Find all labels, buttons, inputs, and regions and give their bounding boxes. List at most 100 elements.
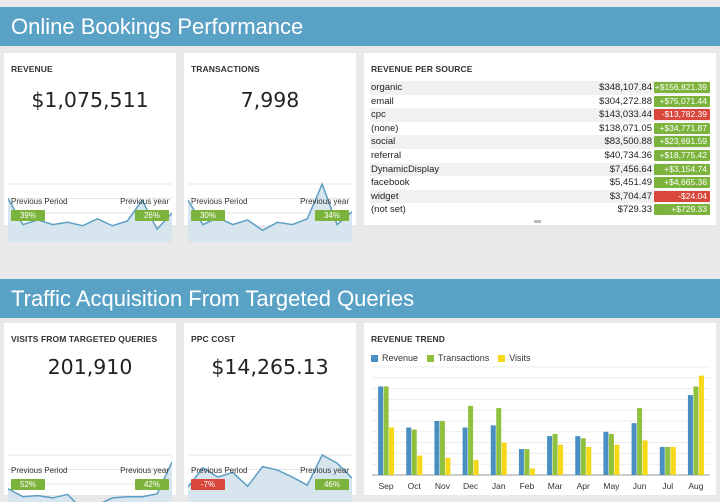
previous-period-label: Previous Period <box>11 466 68 475</box>
bar-revenue <box>659 446 665 475</box>
legend-swatch <box>371 354 378 362</box>
bar-revenue <box>378 386 384 475</box>
legend-label: Transactions <box>438 353 490 363</box>
bar-visits <box>501 442 507 475</box>
x-tick-label: Nov <box>435 481 451 491</box>
revenue-trend-card: REVENUE TREND Revenue Transactions Visit… <box>364 323 716 495</box>
previous-period-label: Previous Period <box>191 197 248 206</box>
table-row: email $304,272.88 +$75,071.44 <box>370 95 710 109</box>
bar-revenue <box>687 395 693 475</box>
chart-legend: Revenue Transactions Visits <box>371 353 531 363</box>
source-revenue: $83,500.88 <box>604 136 652 148</box>
ppc-cost-card: PPC COST $14,265.13 Previous Period Prev… <box>184 323 356 502</box>
x-tick-label: Apr <box>577 481 590 491</box>
previous-period-badge: 39% <box>11 210 45 221</box>
source-delta-badge: -$24.04 <box>654 190 710 202</box>
section-header-bookings: Online Bookings Performance <box>0 7 720 46</box>
legend-swatch <box>498 354 506 362</box>
source-delta-badge: +$18,775.42 <box>654 150 710 161</box>
legend-swatch <box>427 354 435 362</box>
source-revenue: $3,704.47 <box>609 190 652 202</box>
source-name: referral <box>371 150 402 161</box>
bar-revenue <box>462 427 468 475</box>
legend-item-visits[interactable]: Visits <box>498 353 531 363</box>
source-revenue: $40,734.36 <box>604 150 652 161</box>
source-name: facebook <box>371 177 410 189</box>
sparkline-area <box>8 461 172 502</box>
sparkline-area <box>188 455 352 502</box>
table-row: (not set) $729.33 +$729.33 <box>370 203 710 217</box>
source-delta-badge: +$75,071.44 <box>654 95 710 107</box>
transactions-card: TRANSACTIONS 7,998 Previous Period Previ… <box>184 53 356 243</box>
card-title: REVENUE <box>11 64 53 74</box>
revenue-card: REVENUE $1,075,511 Previous Period Previ… <box>4 53 176 243</box>
source-delta-badge: +$729.33 <box>654 204 710 216</box>
bar-revenue <box>406 427 412 475</box>
source-delta-badge: +$3,154.74 <box>654 163 710 175</box>
bar-visits <box>558 444 564 475</box>
previous-period-label: Previous Period <box>191 466 248 475</box>
source-name: (none) <box>371 122 399 134</box>
previous-period-label: Previous Period <box>11 197 68 206</box>
legend-label: Visits <box>509 353 531 363</box>
source-delta-badge: +$156,821.39 <box>654 82 710 93</box>
previous-year-badge: 46% <box>315 479 349 490</box>
x-tick-label: Aug <box>688 481 703 491</box>
legend-item-transactions[interactable]: Transactions <box>427 353 489 363</box>
bar-transactions <box>693 386 699 475</box>
revenue-per-source-card: REVENUE PER SOURCE organic $348,107.84 +… <box>364 53 716 225</box>
bar-transactions <box>496 408 502 475</box>
sparkline-chart <box>8 454 172 502</box>
kpi-value: 7,998 <box>240 88 300 112</box>
bar-visits <box>698 375 704 475</box>
source-delta-badge: +$34,771.87 <box>654 122 710 134</box>
x-tick-label: Jul <box>662 481 673 491</box>
bar-visits <box>389 427 395 475</box>
source-revenue: $143,033.44 <box>599 109 652 121</box>
source-revenue: $348,107.84 <box>599 82 652 93</box>
bar-transactions <box>608 433 614 475</box>
bar-transactions <box>552 433 558 475</box>
sparkline-area <box>188 184 352 242</box>
bar-transactions <box>383 386 389 475</box>
bar-revenue <box>490 425 496 475</box>
sparkline-line <box>188 453 352 488</box>
previous-year-badge: 34% <box>315 210 349 221</box>
source-delta-badge: -$13,782.39 <box>654 109 710 121</box>
bar-transactions <box>637 408 643 475</box>
table-row: social $83,500.88 +$23,691.59 <box>370 135 710 149</box>
section-header-traffic: Traffic Acquisition From Targeted Querie… <box>0 279 720 318</box>
card-title: PPC COST <box>191 334 236 344</box>
legend-item-revenue[interactable]: Revenue <box>371 353 418 363</box>
table-row: widget $3,704.47 -$24.04 <box>370 189 710 204</box>
source-revenue: $729.33 <box>617 204 652 216</box>
source-revenue: $304,272.88 <box>599 95 652 107</box>
bar-revenue <box>631 423 637 475</box>
x-tick-label: Dec <box>463 481 479 491</box>
bar-visits <box>529 468 535 475</box>
card-title: REVENUE TREND <box>371 334 446 344</box>
scroll-handle[interactable] <box>534 220 541 223</box>
source-name: cpc <box>371 109 386 121</box>
bar-visits <box>473 459 479 475</box>
x-tick-label: Feb <box>520 481 535 491</box>
previous-year-label: Previous year <box>120 466 169 475</box>
bar-visits <box>445 457 451 475</box>
bar-transactions <box>439 421 445 475</box>
bar-transactions <box>468 405 474 475</box>
x-tick-label: Sep <box>379 481 394 491</box>
source-delta-badge: +$23,691.59 <box>654 136 710 148</box>
source-name: email <box>371 95 394 107</box>
bar-revenue <box>575 436 581 475</box>
bar-revenue <box>547 436 553 475</box>
sparkline-chart <box>188 453 352 502</box>
table-row: cpc $143,033.44 -$13,782.39 <box>370 108 710 122</box>
table-row: DynamicDisplay $7,456.64 +$3,154.74 <box>370 162 710 177</box>
section-title: Online Bookings Performance <box>11 13 304 39</box>
table-row: (none) $138,071.05 +$34,771.87 <box>370 122 710 136</box>
previous-year-label: Previous year <box>300 197 349 206</box>
bar-transactions <box>524 449 530 475</box>
bar-transactions <box>580 438 586 475</box>
source-name: DynamicDisplay <box>371 163 440 175</box>
previous-year-label: Previous year <box>300 466 349 475</box>
